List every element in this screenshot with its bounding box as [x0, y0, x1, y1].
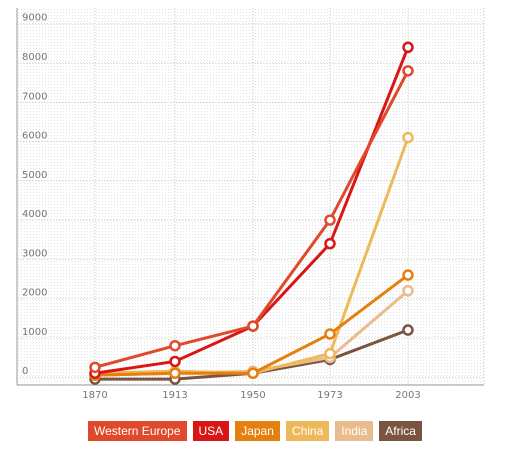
y-tick-label: 0 [22, 366, 28, 377]
data-point-japan[interactable] [247, 367, 259, 379]
y-tick-label: 8000 [22, 52, 47, 63]
series-group [89, 41, 414, 385]
y-tick-label: 6000 [22, 131, 47, 142]
y-tick-label: 5000 [22, 170, 47, 181]
legend-item-africa[interactable]: Africa [379, 421, 422, 441]
legend-item-china[interactable]: China [285, 421, 330, 441]
y-tick-label: 2000 [22, 288, 47, 299]
x-tick-label: 2003 [395, 390, 420, 401]
x-tick-label: 1973 [317, 390, 342, 401]
axes [16, 8, 484, 386]
series-japan [89, 269, 414, 381]
y-tick-label: 9000 [22, 13, 47, 24]
data-point-usa[interactable] [402, 41, 414, 54]
data-point-china[interactable] [402, 131, 414, 144]
x-tick-label: 1870 [82, 390, 107, 401]
data-point-western-europe[interactable] [324, 214, 336, 226]
data-point-india[interactable] [402, 285, 414, 297]
data-point-western-europe[interactable] [247, 320, 259, 332]
legend-item-western-europe[interactable]: Western Europe [88, 421, 187, 441]
legend-item-japan[interactable]: Japan [235, 421, 280, 441]
y-tick-label: 4000 [22, 209, 47, 220]
legend: Western Europe USA Japan China India Africa [0, 421, 510, 441]
data-point-usa[interactable] [324, 237, 336, 250]
series-western-europe [89, 65, 414, 374]
data-point-western-europe[interactable] [89, 361, 101, 374]
legend-item-india[interactable]: India [335, 421, 374, 441]
data-point-western-europe[interactable] [402, 65, 414, 77]
data-point-japan[interactable] [169, 367, 181, 379]
y-tick-label: 3000 [22, 248, 47, 259]
data-point-japan[interactable] [324, 328, 336, 340]
y-axis-ticks: 0 1000 2000 3000 4000 5000 6000 7000 8000 9000 [22, 13, 47, 377]
data-point-japan[interactable] [402, 269, 414, 281]
y-tick-label: 7000 [22, 91, 47, 102]
x-tick-label: 1950 [240, 390, 265, 401]
x-axis-ticks: 1870 1913 1950 1973 2003 [82, 390, 420, 401]
x-tick-label: 1913 [162, 390, 187, 401]
data-point-africa[interactable] [402, 324, 414, 336]
data-point-western-europe[interactable] [169, 339, 181, 352]
y-tick-label: 1000 [22, 327, 47, 338]
data-point-china[interactable] [324, 347, 336, 360]
data-point-usa[interactable] [169, 355, 181, 368]
legend-item-usa[interactable]: USA [192, 421, 230, 441]
